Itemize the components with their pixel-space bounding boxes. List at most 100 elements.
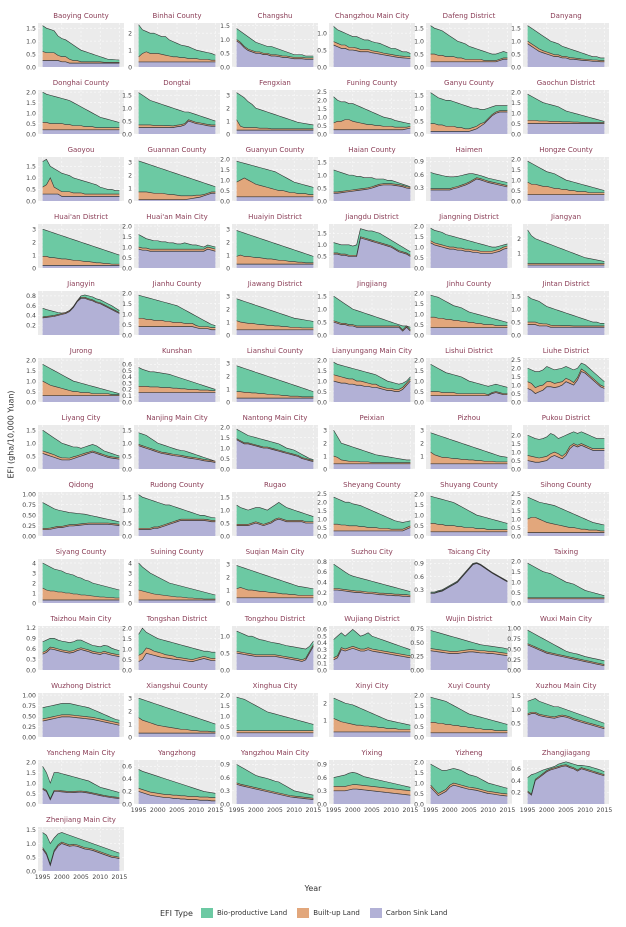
- panel-title: Huaiyin District: [248, 213, 302, 221]
- y-tick-label: 0.0: [511, 131, 521, 138]
- y-tick-label: 1.5: [511, 293, 521, 300]
- panel: Xiangshui County 0 1 2 3: [128, 682, 220, 741]
- legend-swatch-carbon: [369, 908, 382, 918]
- outline-total: [236, 630, 314, 650]
- y-tick-label: 0.2: [511, 790, 521, 797]
- panel: Kunshan 0.00.10.20.30.40.50.6: [122, 347, 220, 406]
- outline-carbon: [430, 242, 508, 254]
- y-tick-label: 0.5: [511, 525, 521, 532]
- outline-built: [42, 256, 120, 265]
- panel-title: Gaochun District: [537, 79, 596, 87]
- y-tick-label: 1.0: [220, 37, 230, 44]
- y-tick-label: 0.3: [317, 788, 327, 795]
- y-tick-label: 2: [128, 30, 132, 37]
- y-tick-label: 0.0: [26, 399, 36, 406]
- outline-built: [527, 711, 605, 728]
- outline-carbon: [333, 380, 411, 392]
- y-tick-label: 0: [128, 198, 132, 205]
- panel-title: Funing County: [347, 79, 398, 87]
- panel: Gaoyou 0.0 0.5 1.0 1.5: [26, 146, 124, 205]
- panel-title: Jianhu County: [152, 280, 202, 288]
- y-tick-label: 2: [323, 700, 327, 707]
- y-tick-label: 2.0: [26, 759, 36, 766]
- y-tick-label: 0.0: [26, 868, 36, 875]
- area-built-up: [527, 182, 605, 195]
- outline-carbon: [430, 784, 508, 797]
- outline-total: [527, 362, 605, 382]
- area-carbon-sink: [236, 130, 314, 134]
- area-built-up: [42, 450, 120, 460]
- outline-carbon: [430, 58, 508, 63]
- y-tick-label: 3: [128, 695, 132, 702]
- y-tick-label: 2.0: [414, 692, 424, 699]
- y-tick-label: 0.0: [26, 667, 36, 674]
- outline-built: [527, 643, 605, 665]
- legend-swatch-bio: [200, 908, 213, 918]
- y-tick-label: 0.5: [220, 650, 230, 657]
- y-tick-label: 0.0: [317, 332, 327, 339]
- y-tick-label: 0.0: [26, 198, 36, 205]
- panel-title: Huai'an District: [54, 213, 108, 221]
- area-built-up: [430, 783, 508, 797]
- y-tick-label: 1.0: [122, 311, 132, 318]
- outline-carbon: [527, 765, 605, 796]
- area-bio-productive: [138, 24, 216, 61]
- y-tick-label: 0.0: [122, 466, 132, 473]
- panel: Rugao 0.0 0.5 1.0 1.5: [220, 481, 318, 540]
- area-carbon-sink: [42, 298, 120, 335]
- x-tick-label: 1995: [423, 807, 439, 814]
- legend-label-bio: Bio-productive Land: [216, 909, 288, 917]
- outline-built: [236, 39, 314, 59]
- area-built-up: [138, 51, 216, 62]
- y-tick-label: 1.0: [414, 713, 424, 720]
- y-tick-label: 3: [226, 561, 230, 568]
- outline-total: [527, 562, 605, 596]
- y-tick-label: 0.5: [122, 453, 132, 460]
- y-tick-label: 0.0: [414, 64, 424, 71]
- outline-built: [527, 517, 605, 532]
- panel-title: Taizhou Main City: [49, 615, 111, 623]
- outline-total: [527, 496, 605, 526]
- area-bio-productive: [236, 28, 314, 58]
- y-tick-label: 0.5: [511, 121, 521, 128]
- y-tick-label: 0.0: [220, 734, 230, 741]
- panel: Suqian Main City 0 1 2 3: [226, 548, 318, 607]
- y-tick-label: 0.5: [317, 525, 327, 532]
- panel-title: Jinhu County: [446, 280, 491, 288]
- y-tick-label: 1.5: [414, 301, 424, 308]
- y-tick-label: 0.5: [220, 724, 230, 731]
- y-tick-label: 1.5: [414, 703, 424, 710]
- y-tick-label: 1: [32, 590, 36, 597]
- area-carbon-sink: [42, 524, 120, 536]
- area-carbon-sink: [138, 249, 216, 268]
- y-tick-label: 0.5: [414, 51, 424, 58]
- area-carbon-sink: [138, 61, 216, 67]
- panel: Guanyun County 0.0 0.5 1.0 1.5 2.0: [220, 146, 318, 205]
- y-tick-label: 0.00: [507, 667, 521, 674]
- y-tick-label: 1.0: [414, 311, 424, 318]
- area-carbon-sink: [42, 452, 120, 469]
- area-built-up: [527, 263, 605, 266]
- area-bio-productive: [430, 295, 508, 326]
- outline-total: [430, 227, 508, 248]
- panel: Huaiyin District 0 1 2 3: [226, 213, 318, 272]
- panel: Suining County 0 1 2 3 4: [128, 548, 220, 607]
- outline-carbon: [138, 520, 216, 530]
- panel: Hongze County 0.0 0.5 1.0 1.5 2.0: [511, 146, 609, 205]
- y-tick-label: 0: [226, 332, 230, 339]
- outline-carbon: [333, 527, 411, 532]
- area-bio-productive: [430, 764, 508, 794]
- y-tick-label: 0.0: [414, 533, 424, 540]
- area-bio-productive: [236, 298, 314, 328]
- area-carbon-sink: [333, 237, 411, 268]
- y-tick-label: 0.0: [317, 801, 327, 808]
- y-tick-label: 2.0: [511, 156, 521, 163]
- y-tick-label: 0.0: [414, 332, 424, 339]
- y-tick-label: 2.0: [220, 692, 230, 699]
- outline-built: [333, 645, 411, 659]
- y-tick-label: 1.0: [26, 378, 36, 385]
- area-carbon-sink: [527, 371, 605, 402]
- area-built-up: [138, 590, 216, 600]
